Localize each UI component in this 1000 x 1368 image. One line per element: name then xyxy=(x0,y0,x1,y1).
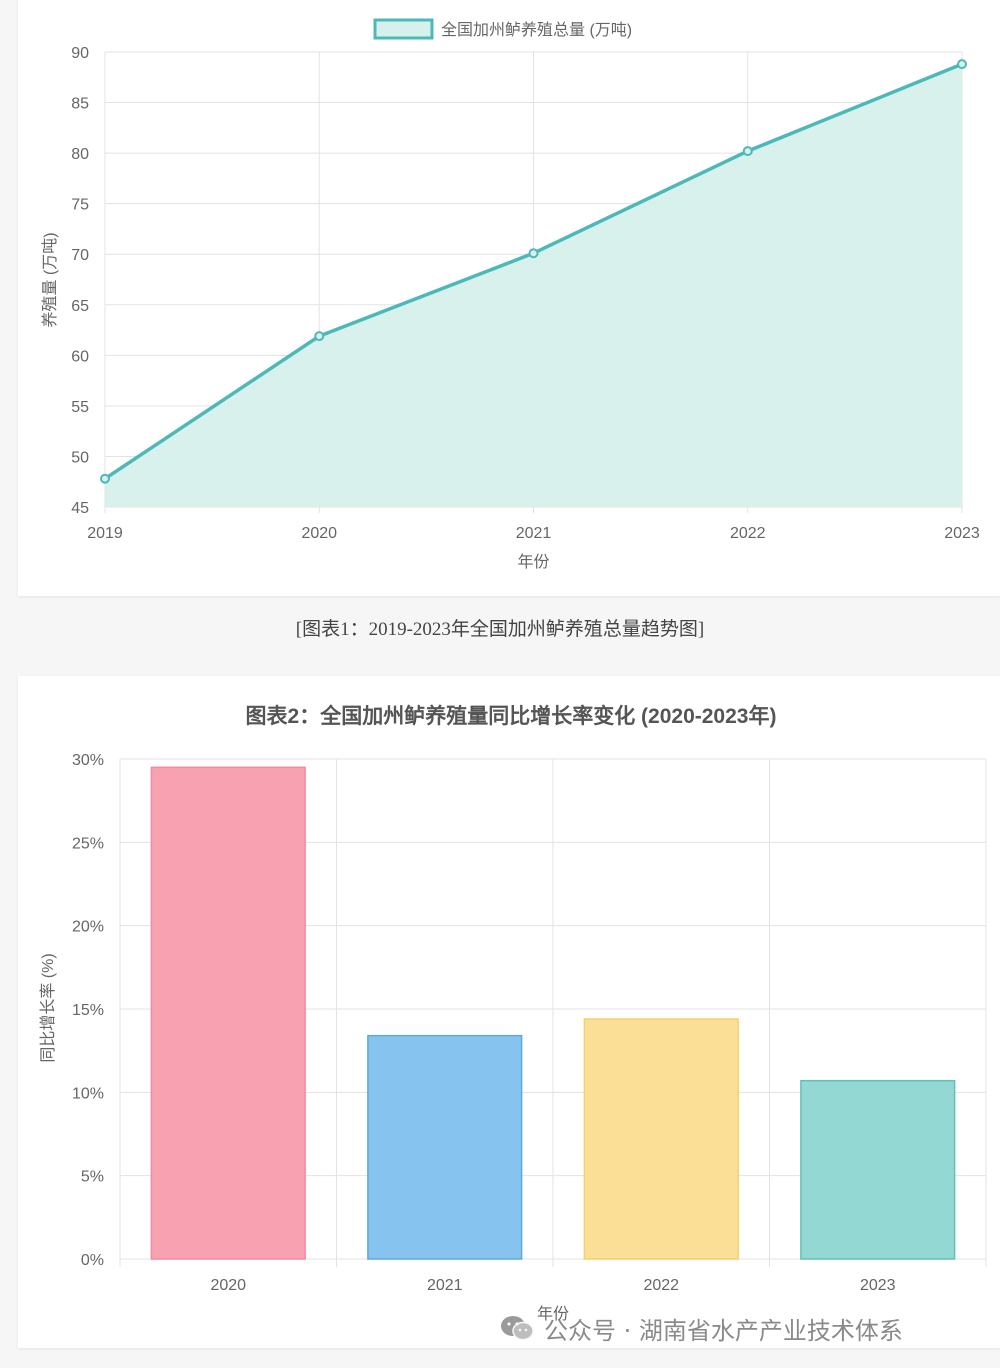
y-tick-label: 10% xyxy=(72,1085,104,1102)
y-tick-label: 55 xyxy=(71,399,89,416)
series-area xyxy=(105,64,962,507)
y-tick-label: 80 xyxy=(71,146,89,163)
x-tick-label: 2021 xyxy=(427,1277,463,1294)
data-point xyxy=(314,331,325,342)
bar-2022 xyxy=(583,1018,739,1260)
x-tick-label: 2020 xyxy=(301,525,337,542)
legend-swatch xyxy=(373,18,434,40)
x-tick-label: 2019 xyxy=(87,525,123,542)
y-tick-label: 15% xyxy=(72,1002,104,1019)
watermark-text: 公众号 · 湖南省水产产业技术体系 xyxy=(544,1316,903,1345)
x-tick-label: 2023 xyxy=(944,525,980,542)
y-tick-label: 70 xyxy=(71,247,89,264)
growth-bar-chart: 图表2：全国加州鲈养殖量同比增长率变化 (2020-2023年) 0% 5% 10% 1… xyxy=(39,704,987,1323)
watermark: 公众号 · 湖南省水产产业技术体系 xyxy=(500,1308,903,1348)
y-tick-label: 25% xyxy=(72,835,104,852)
legend-label: 全国加州鲈养殖总量 (万吨) xyxy=(441,21,632,39)
x-tick-label: 2023 xyxy=(860,1277,896,1294)
chart-title: 图表2：全国加州鲈养殖量同比增长率变化 (2020-2023年) xyxy=(246,704,777,728)
y-tick-label: 0% xyxy=(81,1252,104,1269)
data-point xyxy=(742,146,753,157)
x-tick-label: 2022 xyxy=(643,1277,679,1294)
trend-chart-card: 全国加州鲈养殖总量 (万吨) 45 50 55 60 65 70 75 80 85 90 2019 20… xyxy=(18,0,1000,596)
y-tick-label: 45 xyxy=(71,500,89,517)
chart1-caption: [图表1：2019-2023年全国加州鲈养殖总量趋势图] xyxy=(295,619,705,640)
data-point xyxy=(100,473,110,484)
x-axis-title: 年份 xyxy=(537,1305,569,1323)
x-tick-label: 2020 xyxy=(210,1277,246,1294)
y-axis-title: 养殖量 (万吨) xyxy=(41,232,59,327)
x-tick-label: 2022 xyxy=(730,525,766,542)
y-tick-label: 50 xyxy=(71,449,89,466)
x-axis-title: 年份 xyxy=(517,553,549,571)
data-point xyxy=(528,248,539,259)
y-tick-label: 30% xyxy=(72,752,104,769)
wechat-icon xyxy=(500,1314,534,1342)
legend: 全国加州鲈养殖总量 (万吨) xyxy=(373,18,632,40)
bar-2023 xyxy=(800,1079,956,1260)
y-tick-label: 60 xyxy=(71,348,89,365)
y-tick-label: 90 xyxy=(71,45,89,62)
y-tick-label: 65 xyxy=(71,298,89,315)
x-tick-label: 2021 xyxy=(516,525,552,542)
y-tick-label: 5% xyxy=(81,1169,104,1186)
y-tick-label: 75 xyxy=(71,197,89,214)
y-axis-title: 同比增长率 (%) xyxy=(39,953,57,1062)
trend-area-chart: 全国加州鲈养殖总量 (万吨) 45 50 55 60 65 70 75 80 85 90 2019 20… xyxy=(41,18,980,571)
y-tick-label: 85 xyxy=(71,96,89,113)
bar-2020 xyxy=(150,766,306,1260)
bar-2021 xyxy=(367,1034,523,1260)
y-tick-label: 20% xyxy=(72,919,104,936)
growth-chart-card: 图表2：全国加州鲈养殖量同比增长率变化 (2020-2023年) 0% 5% 10% 1… xyxy=(18,676,1000,1348)
data-point xyxy=(957,59,967,70)
